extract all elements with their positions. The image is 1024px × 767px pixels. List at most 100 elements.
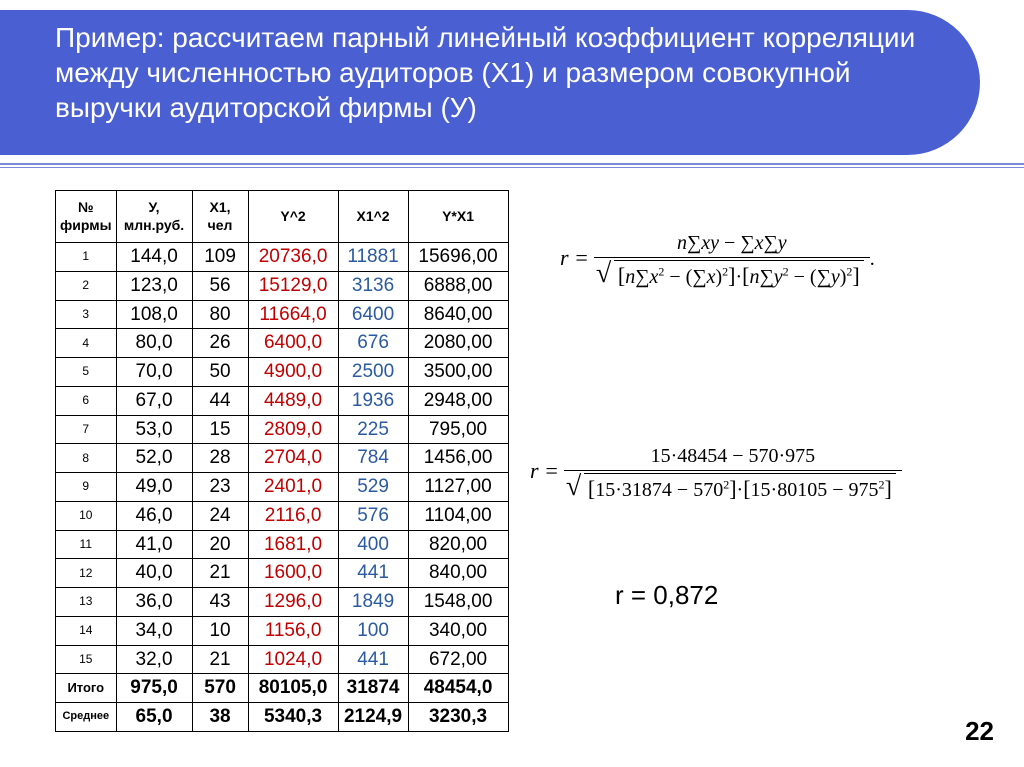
- slide-title: Пример: рассчитаем парный линейный коэфф…: [55, 20, 935, 125]
- table-cell: 576: [338, 501, 408, 530]
- table-cell: 53,0: [116, 415, 192, 444]
- table-row: 1141,0201681,0400820,00: [56, 530, 509, 559]
- table-cell: 15696,00: [408, 243, 508, 272]
- table-row: 1144,010920736,01188115696,00: [56, 243, 509, 272]
- table-cell: 26: [192, 329, 248, 358]
- col-header-x1: Х1, чел: [192, 191, 248, 243]
- table-header-row: № фирмы У, млн.руб. Х1, чел Y^2 X1^2 Y*X…: [56, 191, 509, 243]
- table-cell: 2116,0: [248, 501, 338, 530]
- table-row: 1532,0211024,0441672,00: [56, 645, 509, 674]
- table-cell: 43: [192, 588, 248, 617]
- table-cell: 2500: [338, 358, 408, 387]
- table-cell: 38: [192, 703, 248, 732]
- table-row: 753,0152809,0225795,00: [56, 415, 509, 444]
- table-cell: 1296,0: [248, 588, 338, 617]
- table-cell: 400: [338, 530, 408, 559]
- table-cell: 1936: [338, 386, 408, 415]
- table-cell: 46,0: [116, 501, 192, 530]
- table-cell: 144,0: [116, 243, 192, 272]
- table-cell: 1127,00: [408, 473, 508, 502]
- table-cell: 8640,00: [408, 300, 508, 329]
- col-header-x12: X1^2: [338, 191, 408, 243]
- table-row: 1240,0211600,0441840,00: [56, 559, 509, 588]
- table-cell: 34,0: [116, 616, 192, 645]
- table-cell: 11: [56, 530, 117, 559]
- table-cell: 2704,0: [248, 444, 338, 473]
- table-cell: 5340,3: [248, 703, 338, 732]
- table-cell: 441: [338, 645, 408, 674]
- table-cell: 225: [338, 415, 408, 444]
- table-cell: 6400,0: [248, 329, 338, 358]
- table-cell: 80,0: [116, 329, 192, 358]
- table-cell: 1849: [338, 588, 408, 617]
- formula2-numerator: 15·48454 − 570·975: [564, 445, 902, 470]
- table-cell: 340,00: [408, 616, 508, 645]
- table-cell: 1456,00: [408, 444, 508, 473]
- table-cell: 21: [192, 559, 248, 588]
- data-table: № фирмы У, млн.руб. Х1, чел Y^2 X1^2 Y*X…: [55, 190, 509, 732]
- table-row: 1434,0101156,0100340,00: [56, 616, 509, 645]
- table-cell: 4: [56, 329, 117, 358]
- table-row: 1046,0242116,05761104,00: [56, 501, 509, 530]
- table-cell: 6888,00: [408, 271, 508, 300]
- formula2-lhs: r =: [530, 458, 559, 483]
- table-cell: 13: [56, 588, 117, 617]
- table-cell: 2124,9: [338, 703, 408, 732]
- table-row: 949,0232401,05291127,00: [56, 473, 509, 502]
- table-cell: 1024,0: [248, 645, 338, 674]
- table-cell: 441: [338, 559, 408, 588]
- table-cell: 3136: [338, 271, 408, 300]
- table-row: 480,0266400,06762080,00: [56, 329, 509, 358]
- table-row: Итого975,057080105,03187448454,0: [56, 674, 509, 703]
- table-cell: 2080,00: [408, 329, 508, 358]
- table-cell: 44: [192, 386, 248, 415]
- table-cell: 2401,0: [248, 473, 338, 502]
- col-header-y2: Y^2: [248, 191, 338, 243]
- table-cell: 7: [56, 415, 117, 444]
- table-cell: 1156,0: [248, 616, 338, 645]
- formula2-denominator: [15·31874 − 5702]·[15·80105 − 9752]: [564, 470, 902, 502]
- table-cell: 67,0: [116, 386, 192, 415]
- table-row: 3108,08011664,064008640,00: [56, 300, 509, 329]
- table-cell: 24: [192, 501, 248, 530]
- table-cell: 529: [338, 473, 408, 502]
- table-cell: 52,0: [116, 444, 192, 473]
- table-cell: 672,00: [408, 645, 508, 674]
- table-cell: 11881: [338, 243, 408, 272]
- table-cell: 3230,3: [408, 703, 508, 732]
- table-cell: 3500,00: [408, 358, 508, 387]
- correlation-formula-numeric: r = 15·48454 − 570·975 [15·31874 − 5702]…: [530, 445, 1010, 502]
- table-cell: 36,0: [116, 588, 192, 617]
- table-cell: 4900,0: [248, 358, 338, 387]
- table-cell: 9: [56, 473, 117, 502]
- table-cell: 1104,00: [408, 501, 508, 530]
- table-cell: 15: [56, 645, 117, 674]
- divider-line-thin: [0, 167, 1024, 168]
- divider-line: [0, 163, 1024, 165]
- correlation-formula-general: r = n∑xy − ∑x∑y [n∑x2 − (∑x)2]·[n∑y2 − (…: [560, 232, 1000, 289]
- col-header-firm: № фирмы: [56, 191, 117, 243]
- table-row: 570,0504900,025003500,00: [56, 358, 509, 387]
- table-cell: 10: [56, 501, 117, 530]
- col-header-y: У, млн.руб.: [116, 191, 192, 243]
- table-cell: 31874: [338, 674, 408, 703]
- table-cell: 50: [192, 358, 248, 387]
- table-cell: Итого: [56, 674, 117, 703]
- table-cell: 570: [192, 674, 248, 703]
- col-header-yx1: Y*X1: [408, 191, 508, 243]
- table-cell: 6: [56, 386, 117, 415]
- table-cell: 6400: [338, 300, 408, 329]
- table-cell: 70,0: [116, 358, 192, 387]
- table-cell: 1: [56, 243, 117, 272]
- formula-denominator: [n∑x2 − (∑x)2]·[n∑y2 − (∑y)2]: [594, 257, 870, 289]
- table-cell: 15: [192, 415, 248, 444]
- table-cell: 14: [56, 616, 117, 645]
- table-cell: 8: [56, 444, 117, 473]
- table-cell: 56: [192, 271, 248, 300]
- table-cell: 1600,0: [248, 559, 338, 588]
- table-cell: 784: [338, 444, 408, 473]
- table-cell: 11664,0: [248, 300, 338, 329]
- table-cell: 100: [338, 616, 408, 645]
- table-cell: 1681,0: [248, 530, 338, 559]
- table-cell: 48454,0: [408, 674, 508, 703]
